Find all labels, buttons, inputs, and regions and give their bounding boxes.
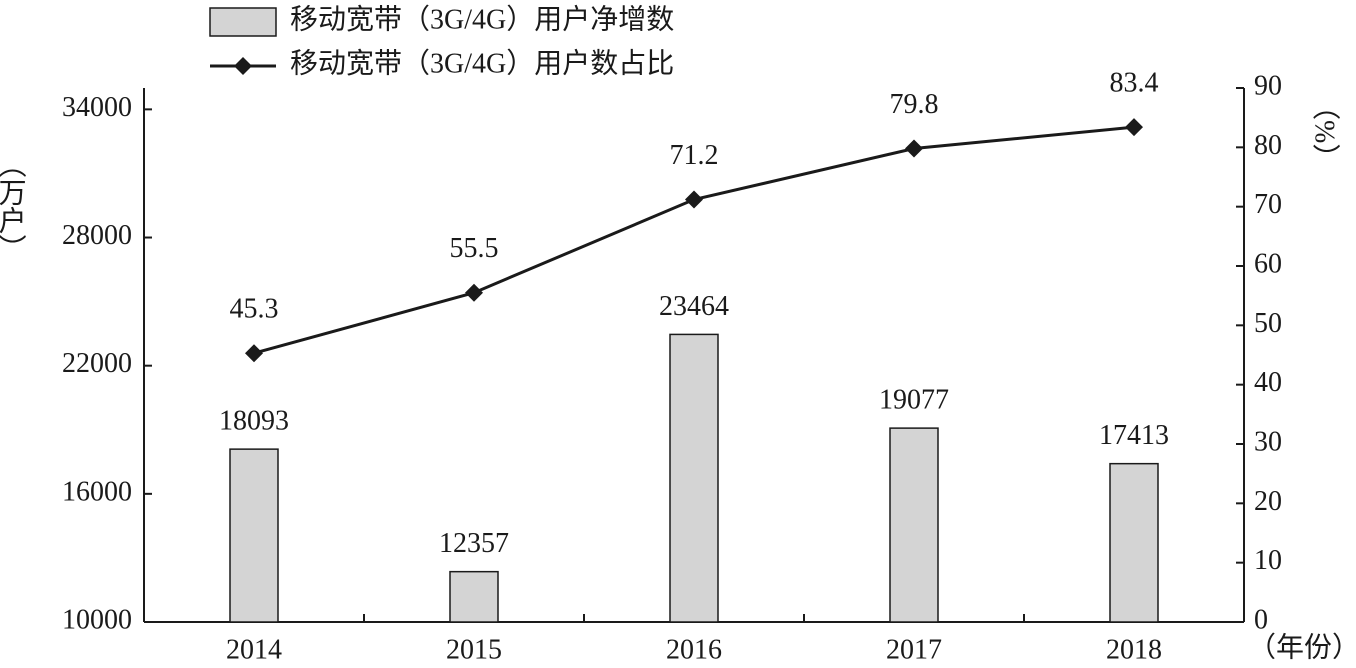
line-value-label: 79.8: [890, 89, 939, 120]
y-tick-label: 28000: [62, 220, 132, 251]
x-tick-label: 2016: [666, 634, 722, 665]
y2-tick-label: 40: [1254, 367, 1282, 398]
line-value-label: 55.5: [450, 233, 499, 264]
legend-label: 移动宽带（3G/4G）用户数占比: [290, 47, 674, 79]
y2-tick-label: 90: [1254, 70, 1282, 101]
line-marker: [685, 190, 703, 209]
y2-tick-label: 50: [1254, 308, 1282, 339]
y2-tick-label: 80: [1254, 130, 1282, 161]
y2-tick-label: 10: [1254, 545, 1282, 576]
x-tick-label: 2018: [1106, 634, 1162, 665]
bar: [449, 570, 499, 623]
line-value-label: 83.4: [1110, 68, 1159, 99]
x-tick-label: 2015: [446, 634, 502, 665]
y2-tick-label: 0: [1254, 604, 1268, 635]
y-axis-label: （万户）: [0, 150, 27, 262]
y2-tick-label: 20: [1254, 486, 1282, 517]
y-tick-label: 10000: [62, 604, 132, 635]
x-axis-label: （年份）: [1248, 631, 1356, 663]
bar: [1109, 462, 1159, 623]
bar-value-label: 17413: [1099, 420, 1169, 451]
bar-value-label: 23464: [659, 291, 729, 322]
y-tick-label: 22000: [62, 348, 132, 379]
legend-marker: [234, 57, 252, 75]
legend-swatch: [209, 7, 277, 37]
line-marker: [245, 344, 263, 363]
y2-tick-label: 70: [1254, 189, 1282, 220]
bar-value-label: 12357: [439, 528, 509, 559]
x-tick-label: 2014: [226, 634, 282, 665]
bar: [229, 448, 279, 623]
line-marker: [1125, 118, 1143, 137]
line-marker: [465, 283, 483, 302]
y-tick-label: 16000: [62, 476, 132, 507]
y-tick-label: 34000: [62, 92, 132, 123]
bar-value-label: 19077: [879, 385, 949, 416]
line-value-label: 45.3: [230, 294, 279, 325]
line-value-label: 71.2: [670, 140, 719, 171]
y2-tick-label: 30: [1254, 426, 1282, 457]
bar: [669, 333, 719, 623]
x-tick-label: 2017: [886, 634, 942, 665]
line-marker: [905, 139, 923, 158]
legend-label: 移动宽带（3G/4G）用户净增数: [290, 3, 674, 35]
bar: [889, 427, 939, 623]
bar-value-label: 18093: [219, 406, 289, 437]
y2-tick-label: 60: [1254, 248, 1282, 279]
y2-axis-label: （%）: [1309, 92, 1341, 171]
